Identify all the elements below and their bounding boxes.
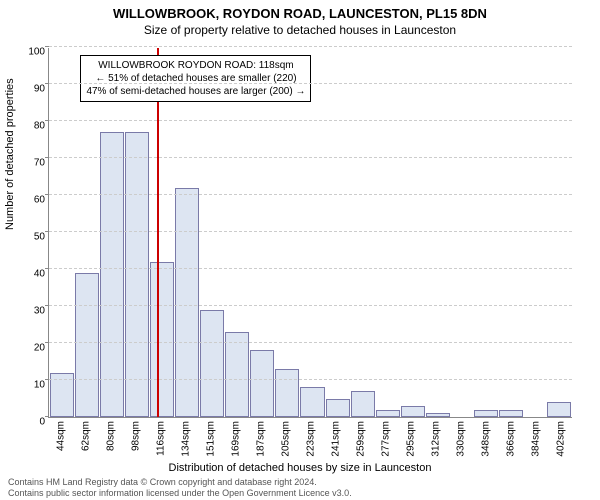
y-tick-label: 90 bbox=[17, 84, 45, 95]
x-tick-label: 62sqm bbox=[81, 421, 92, 451]
grid-line bbox=[49, 305, 572, 306]
property-marker-line bbox=[157, 48, 159, 417]
x-tick-label: 151sqm bbox=[206, 421, 217, 457]
footer-line2: Contains public sector information licen… bbox=[8, 488, 352, 498]
histogram-bar bbox=[275, 369, 299, 417]
x-tick-label: 277sqm bbox=[380, 421, 391, 457]
annotation-line3: 47% of semi-detached houses are larger (… bbox=[86, 85, 305, 98]
x-tick-label: 241sqm bbox=[330, 421, 341, 457]
bar-container bbox=[49, 48, 572, 417]
title-line2: Size of property relative to detached ho… bbox=[0, 23, 600, 37]
x-tick-label: 402sqm bbox=[555, 421, 566, 457]
y-tick-label: 20 bbox=[17, 343, 45, 354]
histogram-bar bbox=[351, 391, 375, 417]
x-tick-label: 312sqm bbox=[430, 421, 441, 457]
chart-title-block: WILLOWBROOK, ROYDON ROAD, LAUNCESTON, PL… bbox=[0, 0, 600, 37]
x-tick-label: 384sqm bbox=[530, 421, 541, 457]
histogram-bar bbox=[75, 273, 99, 417]
footer-line1: Contains HM Land Registry data © Crown c… bbox=[8, 477, 352, 487]
y-tick-label: 10 bbox=[17, 380, 45, 391]
x-tick-label: 205sqm bbox=[281, 421, 292, 457]
title-line1: WILLOWBROOK, ROYDON ROAD, LAUNCESTON, PL… bbox=[0, 6, 600, 21]
chart-plot-area: WILLOWBROOK ROYDON ROAD: 118sqm ← 51% of… bbox=[48, 48, 572, 418]
annotation-line1: WILLOWBROOK ROYDON ROAD: 118sqm bbox=[86, 59, 305, 72]
histogram-bar bbox=[547, 402, 571, 417]
x-tick-label: 259sqm bbox=[355, 421, 366, 457]
y-tick-label: 30 bbox=[17, 306, 45, 317]
x-tick-label: 295sqm bbox=[405, 421, 416, 457]
x-tick-label: 134sqm bbox=[181, 421, 192, 457]
x-tick-label: 169sqm bbox=[231, 421, 242, 457]
grid-line bbox=[49, 268, 572, 269]
y-tick-label: 80 bbox=[17, 121, 45, 132]
y-tick-label: 60 bbox=[17, 195, 45, 206]
y-axis-label: Number of detached properties bbox=[4, 78, 16, 230]
x-axis-label: Distribution of detached houses by size … bbox=[0, 462, 600, 474]
x-tick-label: 223sqm bbox=[306, 421, 317, 457]
grid-line bbox=[49, 46, 572, 47]
histogram-bar bbox=[150, 262, 174, 417]
histogram-bar bbox=[100, 132, 124, 417]
y-tick-label: 0 bbox=[17, 417, 45, 428]
histogram-bar bbox=[250, 350, 274, 417]
histogram-bar bbox=[474, 410, 498, 417]
x-tick-label: 348sqm bbox=[480, 421, 491, 457]
grid-line bbox=[49, 194, 572, 195]
x-tick-label: 116sqm bbox=[156, 421, 167, 456]
x-tick-label: 80sqm bbox=[106, 421, 117, 451]
annotation-box: WILLOWBROOK ROYDON ROAD: 118sqm ← 51% of… bbox=[80, 55, 311, 102]
x-tick-label: 187sqm bbox=[256, 421, 267, 457]
grid-line bbox=[49, 342, 572, 343]
y-tick-label: 50 bbox=[17, 232, 45, 243]
grid-line bbox=[49, 120, 572, 121]
histogram-bar bbox=[125, 132, 149, 417]
histogram-bar bbox=[499, 410, 523, 417]
histogram-bar bbox=[175, 188, 199, 417]
grid-line bbox=[49, 157, 572, 158]
histogram-bar bbox=[326, 399, 350, 418]
histogram-bar bbox=[376, 410, 400, 417]
histogram-bar bbox=[225, 332, 249, 417]
grid-line bbox=[49, 379, 572, 380]
histogram-bar bbox=[200, 310, 224, 417]
y-tick-label: 40 bbox=[17, 269, 45, 280]
x-tick-label: 44sqm bbox=[56, 421, 67, 451]
footer-attribution: Contains HM Land Registry data © Crown c… bbox=[8, 477, 352, 498]
x-tick-label: 98sqm bbox=[131, 421, 142, 451]
x-tick-label: 330sqm bbox=[455, 421, 466, 457]
grid-line bbox=[49, 83, 572, 84]
histogram-bar bbox=[401, 406, 425, 417]
y-tick-label: 70 bbox=[17, 158, 45, 169]
histogram-bar bbox=[426, 413, 450, 417]
y-tick-label: 100 bbox=[17, 47, 45, 58]
x-tick-label: 366sqm bbox=[505, 421, 516, 457]
grid-line bbox=[49, 231, 572, 232]
y-tick-mark bbox=[45, 416, 49, 417]
histogram-bar bbox=[300, 387, 324, 417]
